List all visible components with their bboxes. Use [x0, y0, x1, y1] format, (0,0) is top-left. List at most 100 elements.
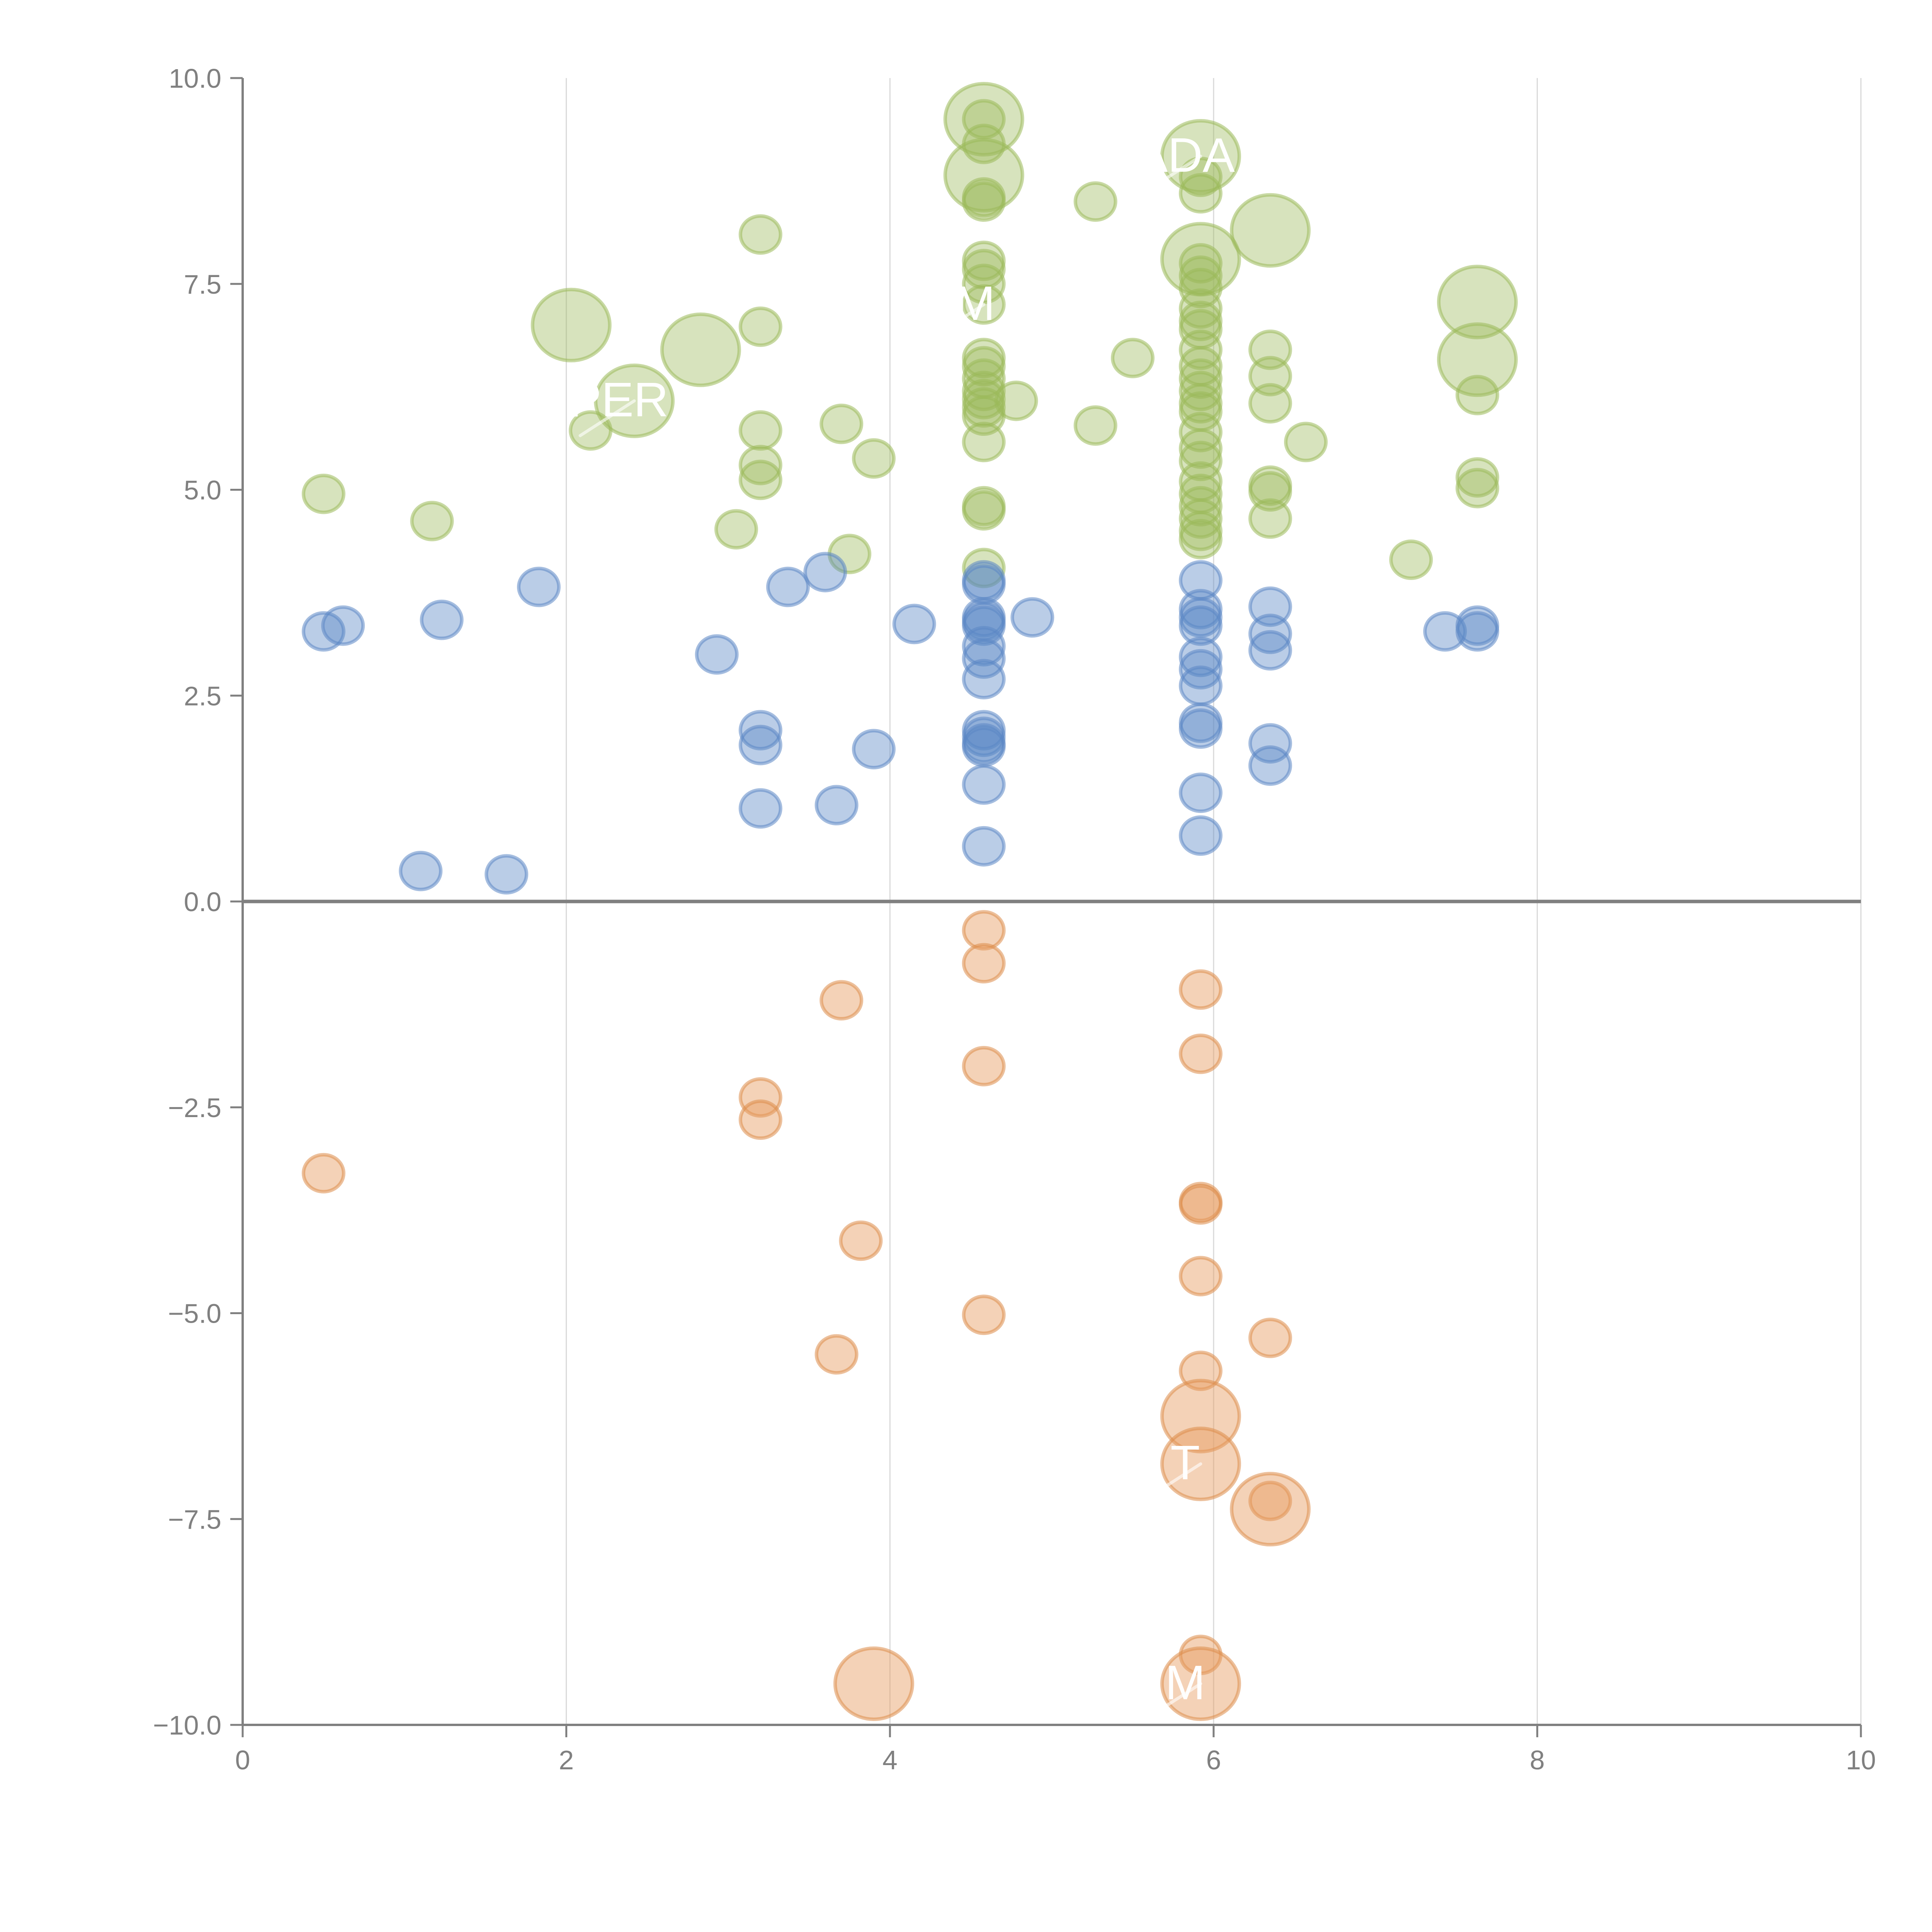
y-tick-label: 2.5: [184, 681, 221, 711]
data-point-positive-low: [1179, 636, 1223, 677]
data-point-positive-high: [1179, 268, 1223, 308]
data-point-positive-low: [1248, 630, 1292, 671]
data-point-positive-high: [1455, 457, 1499, 498]
data-point-positive-high: [1179, 255, 1223, 296]
data-point-negative: [1248, 1318, 1292, 1358]
data-point-positive-low: [1010, 597, 1054, 638]
data-point-positive-high: [1455, 375, 1499, 415]
data-point-positive-high: [962, 181, 1006, 222]
data-point-positive-low: [1248, 745, 1292, 786]
y-tick-label: 10.0: [169, 63, 221, 94]
data-point-positive-low: [766, 566, 810, 607]
label-leader-line: [1145, 155, 1202, 193]
data-point-positive-high: [738, 410, 782, 451]
data-point-positive-low: [738, 788, 782, 829]
points-layer: [301, 82, 1518, 1721]
data-point-positive-low: [517, 566, 561, 607]
data-point-positive-high: [738, 214, 782, 255]
data-point-negative: [1179, 969, 1223, 1010]
data-point-positive-high: [738, 445, 782, 485]
data-point-positive-low: [892, 604, 936, 645]
x-tick-label: 8: [1530, 1745, 1545, 1775]
data-point-positive-low: [962, 605, 1006, 646]
data-point-positive-high: [1073, 405, 1117, 446]
data-point-positive-low: [1179, 815, 1223, 856]
axis-layer: 0 2 4 6 8 10 10.0 7.5 5.0 2.5 0.0 −2.5 −5.0 −7.5 −10.0: [153, 63, 1876, 1775]
data-point-positive-low: [962, 726, 1006, 767]
data-point-positive-low: [1179, 665, 1223, 706]
data-point-positive-high: [852, 438, 896, 479]
data-point-label: IM: [942, 277, 995, 330]
data-point-negative: [962, 1294, 1006, 1335]
data-point-positive-high: [738, 459, 782, 500]
data-point-positive-low: [1179, 649, 1223, 690]
data-point-positive-high: [1179, 156, 1223, 197]
data-point-label: ADA: [1136, 128, 1235, 182]
y-tick-label: −10.0: [153, 1710, 221, 1740]
label-leader-line: [1145, 1462, 1202, 1500]
data-point-positive-high: [820, 403, 864, 444]
data-point-positive-high: [1179, 412, 1223, 452]
data-point-positive-low: [738, 710, 782, 751]
y-tick-label: −5.0: [168, 1299, 221, 1329]
data-point-positive-low: [962, 638, 1006, 679]
data-point-positive-low: [321, 605, 365, 646]
data-point-positive-high: [1179, 428, 1223, 469]
data-point-label: M: [1165, 1656, 1205, 1709]
data-point-positive-low: [1248, 614, 1292, 654]
data-point-positive-high: [1437, 265, 1518, 340]
data-point-positive-low: [962, 659, 1006, 699]
data-point-positive-high: [1179, 440, 1223, 481]
label-leader-line: [1145, 1682, 1202, 1720]
data-point-positive-low: [1179, 708, 1223, 749]
data-point-positive-high: [1179, 329, 1223, 370]
x-tick-label: 4: [883, 1745, 898, 1775]
data-point-positive-high: [1111, 338, 1155, 378]
data-point-positive-low: [962, 826, 1006, 867]
data-point-negative: [1248, 1481, 1292, 1521]
data-point-positive-high: [1248, 383, 1292, 424]
data-point-positive-low: [1423, 611, 1467, 652]
data-point-positive-low: [962, 764, 1006, 805]
data-point-positive-high: [994, 381, 1038, 421]
y-tick-label: 5.0: [184, 475, 221, 505]
data-point-negative: [1230, 1472, 1311, 1547]
data-point-positive-high: [531, 287, 612, 362]
label-leader-line: [928, 303, 986, 341]
x-tick-label: 10: [1846, 1745, 1876, 1775]
data-point-negative: [1179, 1184, 1223, 1225]
label-layer: PER ADA IM T M: [569, 128, 1235, 1720]
data-point-positive-low: [1455, 611, 1499, 652]
data-point-positive-high: [301, 473, 345, 514]
data-point-positive-high: [1230, 193, 1311, 268]
data-point-negative: [839, 1220, 883, 1261]
label-leader-line: [578, 399, 636, 437]
data-point-positive-high: [1179, 519, 1223, 560]
data-point-positive-low: [962, 626, 1006, 667]
data-point-positive-low: [1179, 605, 1223, 646]
data-point-positive-high: [1248, 498, 1292, 539]
data-point-negative: [1179, 1033, 1223, 1074]
x-tick-label: 6: [1206, 1745, 1221, 1775]
data-point-positive-high: [1437, 322, 1518, 397]
data-point-positive-low: [399, 850, 443, 891]
y-tick-label: 0.0: [184, 887, 221, 917]
data-point-negative: [738, 1099, 782, 1140]
data-point-positive-high: [962, 490, 1006, 531]
data-point-positive-high: [1389, 539, 1433, 580]
x-tick-label: 0: [235, 1745, 250, 1775]
data-point-positive-high: [1455, 468, 1499, 509]
data-point-positive-high: [962, 548, 1006, 588]
data-point-positive-low: [1248, 723, 1292, 764]
data-point-positive-high: [1179, 498, 1223, 539]
data-point-positive-low: [738, 724, 782, 765]
x-tick-label: 2: [559, 1745, 574, 1775]
data-point-negative: [301, 1153, 345, 1194]
y-tick-label: −2.5: [168, 1093, 221, 1123]
data-point-positive-low: [485, 854, 529, 895]
data-point-positive-low: [420, 599, 464, 640]
data-point-positive-high: [1284, 422, 1328, 463]
data-point-negative: [962, 910, 1006, 951]
y-tick-label: 7.5: [184, 269, 221, 299]
